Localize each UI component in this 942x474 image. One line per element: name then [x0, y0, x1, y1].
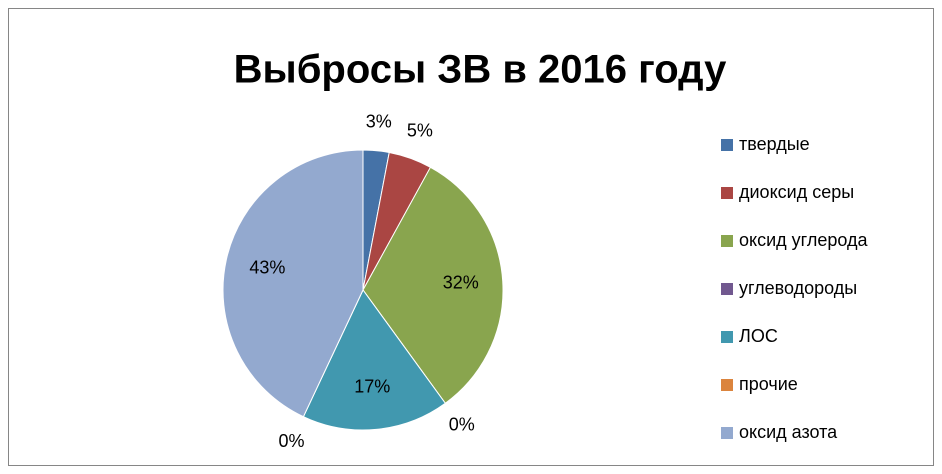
legend-label: твердые [739, 134, 810, 154]
data-label: 0% [278, 431, 304, 451]
pie-slice [302, 289, 446, 431]
legend-swatch [721, 235, 733, 247]
data-label: 32% [443, 273, 479, 293]
data-label: 17% [354, 376, 390, 396]
legend-swatch [721, 283, 733, 295]
legend-swatch [721, 187, 733, 199]
legend-label: ЛОС [739, 326, 778, 346]
legend-label: диоксид серы [739, 182, 854, 202]
data-label: 0% [449, 415, 475, 435]
pie-slice [362, 166, 504, 404]
legend-label: оксид азота [739, 422, 838, 442]
legend-label: оксид углерода [739, 230, 868, 250]
pie-slice [222, 149, 364, 418]
data-label: 43% [249, 257, 285, 277]
data-label: 5% [407, 121, 433, 141]
legend-swatch [721, 379, 733, 391]
legend-swatch [721, 331, 733, 343]
legend-swatch [721, 427, 733, 439]
legend-label: углеводороды [739, 278, 857, 298]
legend-label: прочие [739, 374, 798, 394]
chart-title: Выбросы ЗВ в 2016 году [234, 48, 727, 92]
legend-swatch [721, 139, 733, 151]
data-label: 3% [366, 111, 392, 131]
